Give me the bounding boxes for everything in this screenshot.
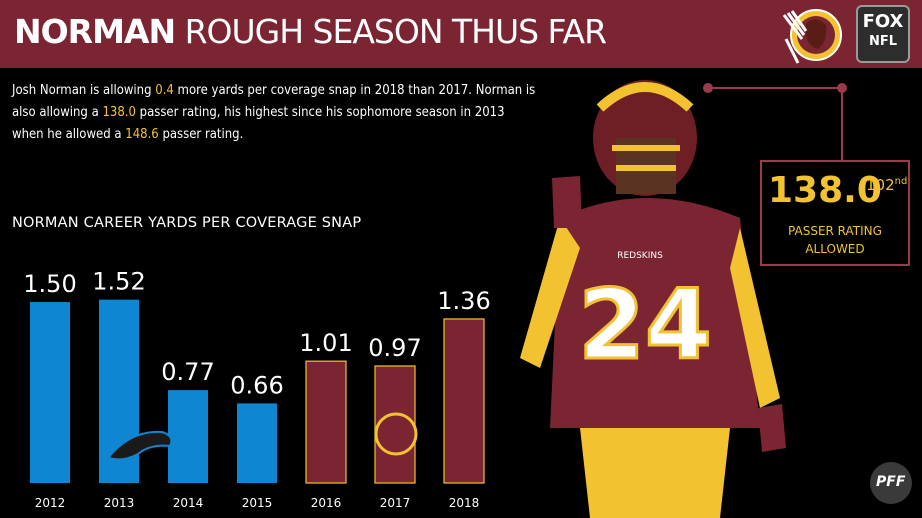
fox-nfl-logo: FOX NFL bbox=[856, 5, 910, 63]
x-tick-label-2015: 2015 bbox=[242, 496, 273, 510]
redskins-logo-icon bbox=[782, 9, 842, 64]
x-tick-label-2016: 2016 bbox=[311, 496, 342, 510]
bar-value-label-2018: 1.36 bbox=[437, 287, 490, 315]
jersey-text: REDSKINS bbox=[617, 251, 663, 261]
bar-2016 bbox=[305, 360, 347, 484]
bar-2012 bbox=[30, 302, 70, 483]
summary-part-3: passer rating, his highest since his sop… bbox=[12, 105, 505, 142]
pff-logo: PFF bbox=[870, 462, 912, 504]
passer-rating-callout: 138.0 102nd PASSER RATING ALLOWED bbox=[760, 160, 910, 266]
bar-value-label-2015: 0.66 bbox=[230, 371, 283, 399]
pff-logo-text: PFF bbox=[876, 474, 906, 490]
nfl-logo-text: NFL bbox=[868, 34, 898, 49]
bar-value-label-2017: 0.97 bbox=[368, 334, 421, 362]
passer-rating-value: 138.0 bbox=[768, 170, 882, 211]
bar-value-label-2013: 1.52 bbox=[92, 268, 145, 296]
summary-highlight-2: 138.0 bbox=[102, 105, 136, 120]
x-tick-label-2013: 2013 bbox=[104, 496, 135, 510]
rank-suffix: nd bbox=[894, 176, 908, 187]
chart-title: NORMAN CAREER YARDS PER COVERAGE SNAP bbox=[12, 215, 362, 231]
bar-2014 bbox=[168, 390, 208, 483]
x-tick-label-2014: 2014 bbox=[173, 496, 204, 510]
title-strong: NORMAN bbox=[14, 12, 176, 51]
jersey-number: 24 bbox=[578, 269, 712, 381]
page-title: NORMAN ROUGH SEASON THUS FAR bbox=[14, 12, 607, 51]
bar-value-label-2016: 1.01 bbox=[299, 329, 352, 357]
bar-chart: 1.50 2012 1.52 2013 0.77 2014 0.66 2015 1.01 2016… bbox=[23, 268, 490, 510]
redskins-badge-icon bbox=[374, 412, 418, 456]
bar-value-label-2012: 1.50 bbox=[23, 270, 76, 298]
player-photo: REDSKINS 24 bbox=[520, 80, 786, 518]
summary-highlight-1: 0.4 bbox=[155, 83, 174, 98]
summary-part-1: Josh Norman is allowing bbox=[12, 83, 156, 98]
x-tick-label-2012: 2012 bbox=[35, 496, 66, 510]
rating-label-line2: ALLOWED bbox=[805, 242, 865, 256]
title-rest: ROUGH SEASON THUS FAR bbox=[184, 12, 607, 51]
callout-connector bbox=[703, 83, 847, 160]
passer-rating-rank: 102nd bbox=[866, 176, 907, 194]
panthers-logo-icon bbox=[106, 430, 173, 461]
summary-part-2: more yards per coverage snap in 2018 tha… bbox=[12, 83, 536, 120]
fox-logo-text: FOX bbox=[862, 11, 904, 32]
x-tick-label-2018: 2018 bbox=[449, 496, 480, 510]
bar-value-label-2014: 0.77 bbox=[161, 358, 214, 386]
rating-label-line1: PASSER RATING bbox=[788, 224, 882, 238]
title-bar: NORMAN ROUGH SEASON THUS FAR FOX NFL bbox=[0, 0, 922, 68]
bar-2018 bbox=[443, 318, 485, 484]
x-tick-label-2017: 2017 bbox=[380, 496, 411, 510]
rank-number: 102 bbox=[866, 176, 895, 194]
passer-rating-label: PASSER RATING ALLOWED bbox=[762, 222, 908, 258]
bar-2015 bbox=[237, 403, 277, 483]
summary-highlight-3: 148.6 bbox=[125, 127, 159, 142]
summary-part-4: passer rating. bbox=[158, 127, 244, 142]
summary-text: Josh Norman is allowing 0.4 more yards p… bbox=[12, 80, 537, 146]
